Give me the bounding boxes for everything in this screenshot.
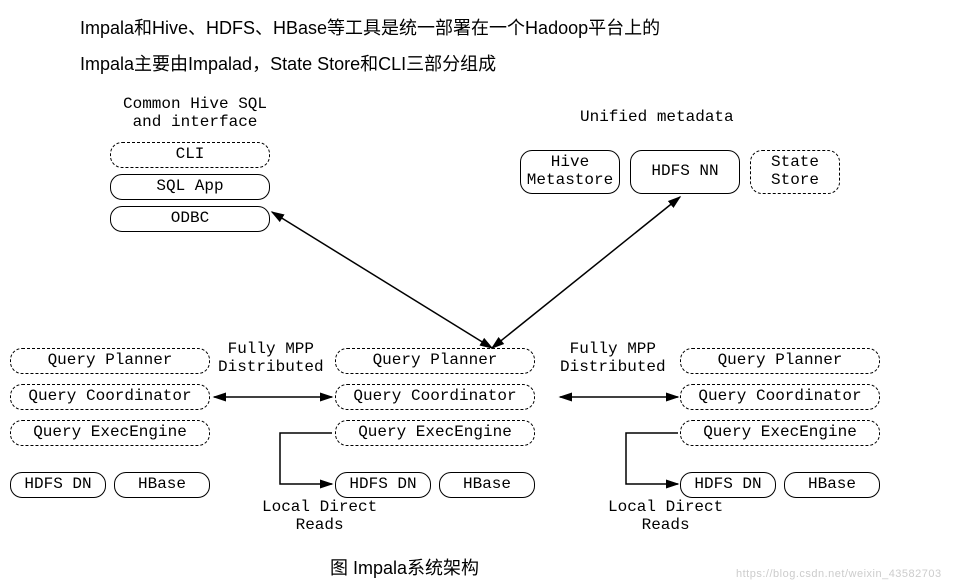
box-query-planner-2: Query Planner xyxy=(335,348,535,374)
box-query-exec-1: Query ExecEngine xyxy=(10,420,210,446)
label-fully-mpp-2: Fully MPP Distributed xyxy=(560,340,666,376)
box-query-coordinator-1: Query Coordinator xyxy=(10,384,210,410)
intro-line1: Impala和Hive、HDFS、HBase等工具是统一部署在一个Hadoop平… xyxy=(80,10,660,46)
watermark: https://blog.csdn.net/weixin_43582703 xyxy=(736,568,942,580)
intro-text: Impala和Hive、HDFS、HBase等工具是统一部署在一个Hadoop平… xyxy=(80,10,660,82)
figure-caption: 图 Impala系统架构 xyxy=(330,554,479,580)
box-hive-metastore: Hive Metastore xyxy=(520,150,620,194)
box-hdfs-nn: HDFS NN xyxy=(630,150,740,194)
label-common-hive: Common Hive SQL and interface xyxy=(95,95,295,131)
box-query-exec-2: Query ExecEngine xyxy=(335,420,535,446)
intro-line2: Impala主要由Impalad，State Store和CLI三部分组成 xyxy=(80,46,660,82)
label-unified-metadata: Unified metadata xyxy=(580,108,734,126)
label-local-reads-1: Local Direct Reads xyxy=(262,498,377,534)
box-query-planner-3: Query Planner xyxy=(680,348,880,374)
box-hdfs-dn-1: HDFS DN xyxy=(10,472,106,498)
box-hdfs-dn-2: HDFS DN xyxy=(335,472,431,498)
arrows-layer xyxy=(0,0,970,587)
box-hbase-1: HBase xyxy=(114,472,210,498)
box-hdfs-dn-3: HDFS DN xyxy=(680,472,776,498)
box-hbase-3: HBase xyxy=(784,472,880,498)
label-fully-mpp-1: Fully MPP Distributed xyxy=(218,340,324,376)
box-query-planner-1: Query Planner xyxy=(10,348,210,374)
box-query-exec-3: Query ExecEngine xyxy=(680,420,880,446)
box-state-store: State Store xyxy=(750,150,840,194)
box-query-coordinator-2: Query Coordinator xyxy=(335,384,535,410)
box-odbc: ODBC xyxy=(110,206,270,232)
box-query-coordinator-3: Query Coordinator xyxy=(680,384,880,410)
box-hbase-2: HBase xyxy=(439,472,535,498)
box-cli: CLI xyxy=(110,142,270,168)
box-sql-app: SQL App xyxy=(110,174,270,200)
label-local-reads-2: Local Direct Reads xyxy=(608,498,723,534)
